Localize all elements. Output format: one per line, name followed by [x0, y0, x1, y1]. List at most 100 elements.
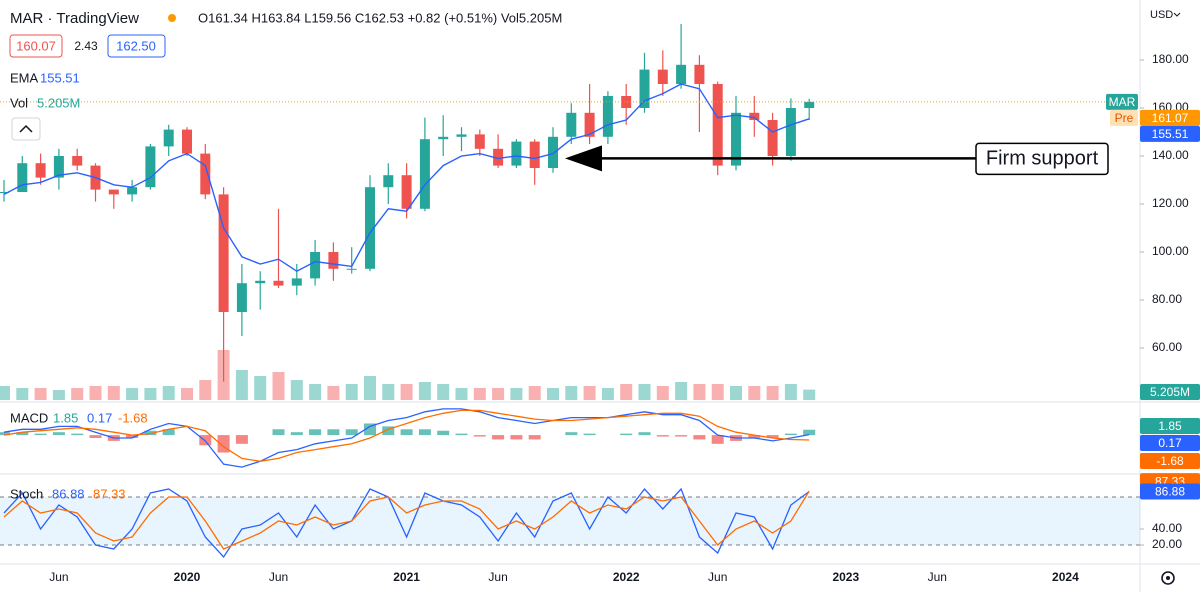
- volume-bar: [565, 386, 578, 400]
- stoch-legend-name: Stoch: [10, 486, 43, 501]
- macd-legend-signal: -1.68: [118, 410, 148, 425]
- candle-body: [346, 268, 357, 270]
- x-tick-label: 2020: [174, 570, 201, 584]
- volume-bar: [620, 384, 633, 400]
- symbol-badge: MAR: [1109, 95, 1136, 109]
- candle-body: [163, 129, 174, 147]
- candle-body: [145, 146, 156, 188]
- x-tick-label: Jun: [928, 570, 947, 584]
- y-tick-label: 20.00: [1152, 537, 1182, 551]
- volume-badge: 5.205M: [1150, 385, 1190, 399]
- macd-hist: [583, 433, 596, 436]
- macd-hist: [693, 435, 706, 440]
- volume-badge-bg: [1140, 384, 1200, 400]
- candle-body: [584, 112, 595, 137]
- candle-body: [639, 69, 650, 108]
- y-tick-label: 100.00: [1152, 244, 1189, 258]
- candle-body: [218, 194, 229, 312]
- macd-hist: [309, 429, 322, 436]
- x-tick-label: Jun: [708, 570, 727, 584]
- macd-hist: [620, 433, 633, 436]
- ask-box[interactable]: [107, 34, 166, 58]
- y-tick-label: 40.00: [1152, 521, 1182, 535]
- macd-hist: [272, 429, 285, 436]
- volume-bar: [656, 386, 669, 400]
- volume-bar: [473, 388, 486, 400]
- volume-bar: [638, 384, 651, 400]
- y-tick-label: 80.00: [1152, 292, 1182, 306]
- volume-bar: [107, 386, 120, 400]
- macd-hist: [89, 435, 102, 438]
- candle-body: [310, 251, 321, 279]
- candle-body: [529, 141, 540, 168]
- volume-bar: [16, 388, 29, 400]
- currency-caret: [1173, 12, 1181, 17]
- volume-bar: [235, 370, 248, 400]
- candle-body: [328, 251, 339, 269]
- macd-hist: [290, 432, 303, 436]
- macd-legend-macd: 0.17: [87, 410, 112, 425]
- candle-body: [749, 112, 760, 120]
- macd-hist: [437, 430, 450, 436]
- settings-icon-center: [1166, 576, 1170, 580]
- candle-body: [236, 283, 247, 312]
- symbol-badge-bg: [1106, 93, 1138, 110]
- ema-legend-name: EMA: [10, 70, 39, 85]
- volume-bar: [89, 386, 102, 400]
- macd-hist: [400, 429, 413, 436]
- collapse-icon: [19, 124, 33, 133]
- candle-body: [657, 69, 668, 84]
- premarket-badge: 161.07: [1152, 111, 1189, 125]
- candle-body: [365, 187, 375, 269]
- stoch-k-line: [3, 487, 810, 559]
- candle-body: [621, 95, 632, 108]
- candle-body: [767, 119, 778, 156]
- candle-body: [53, 155, 64, 178]
- settings-icon[interactable]: [1161, 571, 1175, 585]
- macd-hist: [675, 435, 688, 437]
- y-tick-label: 140.00: [1152, 148, 1189, 162]
- y-tick-label: 180.00: [1152, 52, 1189, 66]
- volume-bar: [528, 386, 541, 400]
- bid-box[interactable]: [9, 34, 63, 58]
- ema-legend-value: 155.51: [40, 70, 80, 85]
- vol-legend-name: Vol: [10, 95, 28, 110]
- volume-bar: [693, 384, 706, 400]
- candle-body: [17, 163, 28, 192]
- candle-body: [419, 139, 430, 209]
- candle-body: [182, 129, 192, 154]
- macd-hist: [327, 429, 340, 436]
- bid-price: 160.07: [16, 38, 56, 53]
- macd-hist: [364, 423, 376, 436]
- currency-label[interactable]: USD: [1150, 9, 1173, 21]
- x-tick-label: 2021: [393, 570, 420, 584]
- volume-bar: [126, 388, 139, 400]
- collapse-button[interactable]: [11, 117, 41, 141]
- volume-bar: [803, 389, 816, 400]
- candle-body: [694, 64, 705, 84]
- volume-bar: [748, 386, 761, 400]
- macd-hist: [638, 432, 651, 436]
- macd-hist: [34, 433, 47, 436]
- plot-area: 60.0080.00100.00120.00140.00160.00180.00…: [0, 23, 1200, 584]
- candle-body: [273, 280, 284, 286]
- annotation-box: [975, 142, 1109, 176]
- session-icon: [168, 14, 176, 22]
- ohlc-legend: O161.34 H163.84 L159.56 C162.53 +0.82 (+…: [198, 10, 562, 25]
- volume-bar: [455, 388, 468, 400]
- candle-body: [548, 136, 558, 168]
- candle-body: [712, 83, 723, 166]
- volume-bar: [71, 388, 84, 400]
- macd-hist: [492, 435, 505, 440]
- candle-body: [602, 95, 613, 137]
- macd-legend-hist: 1.85: [53, 410, 78, 425]
- macd-hist: [766, 435, 779, 438]
- candle-body: [493, 148, 504, 166]
- signal-badge-bg: [1140, 453, 1200, 469]
- macd-hist: [748, 435, 761, 438]
- volume-bar: [181, 388, 193, 400]
- ema-badge-bg: [1140, 125, 1200, 142]
- candle-body: [474, 134, 485, 149]
